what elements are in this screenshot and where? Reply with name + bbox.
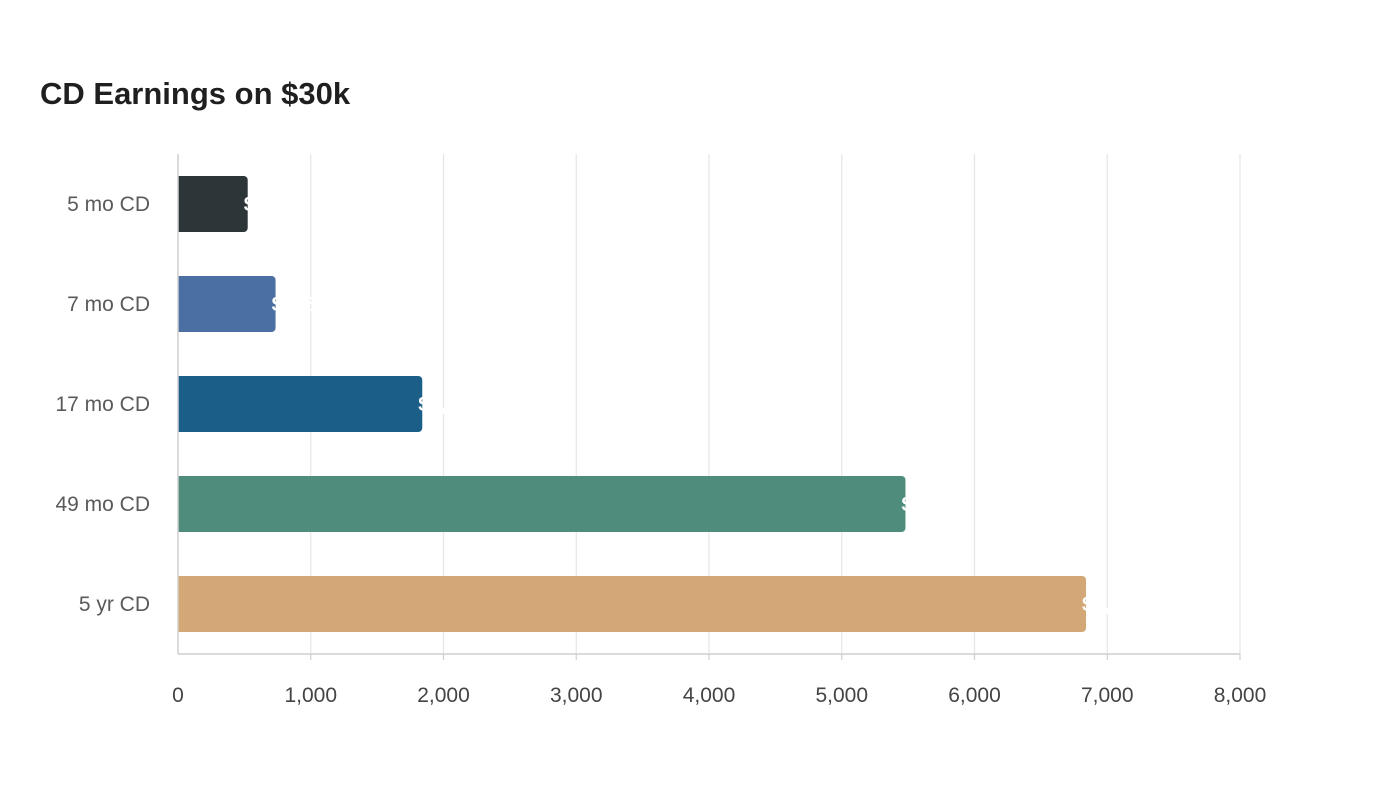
data-label: $6,840 — [1082, 594, 1143, 616]
x-tick-label: 5,000 — [815, 684, 868, 707]
bar — [178, 176, 248, 232]
bar — [178, 276, 276, 332]
chart-title: CD Earnings on $30k — [40, 76, 351, 111]
axes — [177, 154, 1241, 660]
x-tick-label: 3,000 — [550, 684, 603, 707]
y-category-label: 7 mo CD — [67, 293, 150, 316]
bar-base — [178, 176, 184, 232]
y-category-label: 49 mo CD — [55, 493, 150, 516]
x-tick-label: 2,000 — [417, 684, 470, 707]
x-tick-label: 7,000 — [1081, 684, 1134, 707]
bar — [178, 476, 906, 532]
bar — [178, 376, 423, 432]
y-category-label: 17 mo CD — [55, 393, 150, 416]
data-label: $735 — [272, 294, 317, 316]
bars — [178, 176, 1087, 632]
x-tick-label: 1,000 — [284, 684, 337, 707]
bar — [178, 576, 1087, 632]
y-category-label: 5 yr CD — [79, 593, 150, 616]
data-label: $5,480 — [901, 494, 962, 516]
bar-base — [178, 276, 184, 332]
data-label: $1,840 — [418, 394, 479, 416]
bar-base — [178, 476, 184, 532]
bar-base — [178, 376, 184, 432]
x-tick-label: 8,000 — [1214, 684, 1267, 707]
x-tick-label: 6,000 — [948, 684, 1001, 707]
data-label: $525 — [244, 194, 289, 216]
y-category-label: 5 mo CD — [67, 193, 150, 216]
x-tick-label: 0 — [172, 684, 184, 707]
x-tick-label: 4,000 — [683, 684, 736, 707]
bar-base — [178, 576, 184, 632]
grid-lines — [310, 154, 1241, 654]
labels: 0 1,000 2,000 3,000 4,000 5,000 6,000 7,000 8,00… — [55, 193, 1266, 707]
